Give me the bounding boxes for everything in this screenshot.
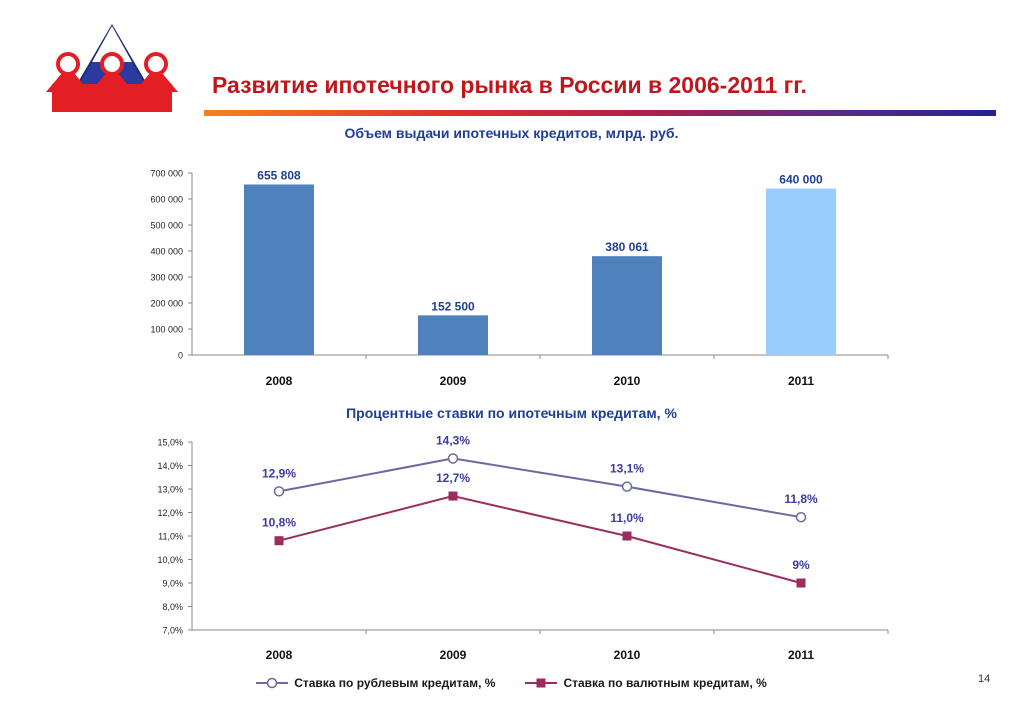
y-tick-label: 15,0% [157,438,183,448]
y-tick-label: 300 000 [150,273,183,283]
data-label-2008: 655 808 [257,168,301,182]
series-line-1 [278,495,802,584]
bar-2010 [592,256,662,355]
title-divider [204,110,996,116]
company-logo [46,24,178,112]
x-tick-label-2008: 2008 [266,648,293,662]
y-tick-label: 12,0% [157,508,183,518]
y-tick-label: 9,0% [162,579,183,589]
mortgage-rates-line-chart: 7,0% 8,0% 9,0% 10,0% 11,0% 12,0% 13,0% 14,0% 15,… [157,433,889,662]
x-tick-label-2008: 2008 [266,374,293,388]
bar-2008 [244,184,314,355]
y-tick-label: 13,0% [157,485,183,495]
y-tick-label: 14,0% [157,461,183,471]
y-tick-label: 8,0% [162,602,183,612]
bar-2011 [766,188,836,355]
data-label-s0-2008: 12,9% [262,466,296,480]
data-label-2009: 152 500 [431,299,475,313]
y-tick-label: 400 000 [150,247,183,257]
line-chart-legend: Ставка по рублевым кредитам, % Ставка по… [0,676,1023,690]
y-tick-label: 600 000 [150,195,183,205]
page-number: 14 [978,673,991,685]
slide-title: Развитие ипотечного рынка в России в 200… [212,72,807,98]
data-label-2010: 380 061 [605,240,649,254]
point-currency-2010 [622,531,632,541]
bar-2009 [418,315,488,355]
point-ruble-2011 [795,511,807,523]
y-tick-label: 11,0% [158,532,183,542]
x-tick-label-2011: 2011 [788,648,814,662]
bar-chart-title: Объем выдачи ипотечных кредитов, млрд. р… [344,125,679,141]
line-chart-title: Процентные ставки по ипотечным кредитам,… [346,405,677,421]
legend-item-currency: Ставка по валютным кредитам, % [525,676,767,690]
data-label-s1-2010: 11,0% [610,511,644,525]
x-tick-label-2010: 2010 [614,648,641,662]
x-tick-label-2010: 2010 [614,374,641,388]
legend-item-ruble: Ставка по рублевым кредитам, % [256,676,495,690]
data-label-s1-2008: 10,8% [262,516,296,530]
legend-label-currency: Ставка по валютным кредитам, % [563,676,767,690]
mortgage-volume-bar-chart: 0 100 000 200 000 300 000 400 000 500 000 600 … [150,168,889,388]
data-label-s1-2009: 12,7% [436,471,470,485]
y-tick-label: 700 000 [150,169,183,179]
data-label-s0-2011: 11,8% [784,492,818,506]
data-label-2011: 640 000 [779,173,823,187]
y-tick-label: 7,0% [162,626,183,636]
series-line-0 [278,457,802,519]
y-tick-label: 100 000 [150,325,183,335]
legend-marker-square-icon [525,678,558,688]
point-currency-2009 [448,491,458,501]
y-tick-label: 200 000 [150,299,183,309]
x-tick-label-2011: 2011 [788,374,814,388]
x-tick-label-2009: 2009 [440,374,467,388]
x-tick-label-2009: 2009 [440,648,467,662]
y-tick-label: 500 000 [150,221,183,231]
data-label-s0-2009: 14,3% [436,433,470,447]
y-tick-label: 10,0% [157,555,183,565]
data-label-s0-2010: 13,1% [610,462,644,476]
point-currency-2011 [796,578,806,588]
legend-marker-circle-icon [256,677,289,689]
legend-label-ruble: Ставка по рублевым кредитам, % [294,676,496,690]
point-ruble-2010 [621,481,633,492]
y-tick-label: 0 [178,351,183,361]
point-currency-2008 [274,536,284,546]
point-ruble-2008 [273,486,285,497]
data-label-s1-2011: 9% [792,558,810,572]
point-ruble-2009 [447,453,459,464]
